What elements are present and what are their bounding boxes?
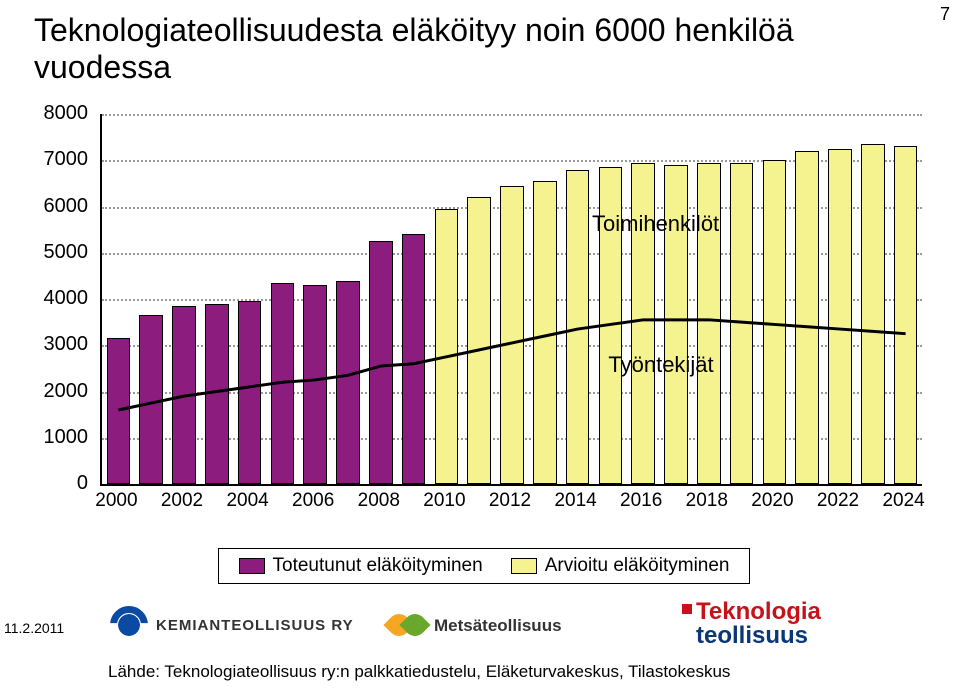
y-tick-label: 8000 xyxy=(34,102,88,125)
logo-kemianteollisuus: KEMIANTEOLLISUUS RY xyxy=(110,606,354,644)
y-axis: 010002000300040005000600070008000 xyxy=(34,106,94,520)
x-tick-label: 2000 xyxy=(95,490,137,512)
kemian-logo-icon xyxy=(110,606,148,644)
x-tick-label: 2010 xyxy=(423,490,465,512)
y-tick-label: 7000 xyxy=(34,148,88,171)
logo-metsateollisuus: Metsäteollisuus xyxy=(386,606,562,646)
kemian-logo-text: KEMIANTEOLLISUUS RY xyxy=(156,617,354,634)
x-tick-label: 2022 xyxy=(817,490,859,512)
x-tick-label: 2020 xyxy=(751,490,793,512)
y-tick-label: 4000 xyxy=(34,287,88,310)
x-axis: 2000200220042006200820102012201420162018… xyxy=(100,490,920,512)
x-tick-label: 2018 xyxy=(686,490,728,512)
y-tick-label: 0 xyxy=(34,472,88,495)
footer-date: 11.2.2011 xyxy=(4,620,64,636)
line-layer xyxy=(102,114,922,484)
legend-swatch-icon xyxy=(511,558,537,574)
logo-teknologiateollisuus: Teknologia teollisuus xyxy=(680,600,960,648)
page-title: Teknologiateollisuudesta eläköityy noin … xyxy=(34,12,834,86)
y-tick-label: 5000 xyxy=(34,241,88,264)
teknologia-text-top: Teknologia xyxy=(696,600,821,624)
chart-annotation: Toimihenkilöt xyxy=(592,211,719,237)
plot-area xyxy=(100,114,922,486)
legend-label: Toteutunut eläköityminen xyxy=(273,555,483,577)
legend: Toteutunut eläköityminen Arvioitu eläköi… xyxy=(218,548,750,584)
chart-annotation: Työntekijät xyxy=(608,352,713,378)
x-tick-label: 2008 xyxy=(358,490,400,512)
legend-label: Arvioitu eläköityminen xyxy=(545,555,730,577)
legend-swatch-icon xyxy=(239,558,265,574)
legend-item-projected: Arvioitu eläköityminen xyxy=(511,555,730,577)
trend-line xyxy=(118,320,905,410)
x-tick-label: 2014 xyxy=(554,490,596,512)
metsa-logo-icon xyxy=(386,606,426,646)
x-tick-label: 2012 xyxy=(489,490,531,512)
x-tick-label: 2024 xyxy=(882,490,924,512)
source-text: Lähde: Teknologiateollisuus ry:n palkkat… xyxy=(108,662,730,682)
y-tick-label: 1000 xyxy=(34,426,88,449)
x-tick-label: 2002 xyxy=(161,490,203,512)
y-tick-label: 2000 xyxy=(34,380,88,403)
metsa-logo-text: Metsäteollisuus xyxy=(434,616,562,636)
teknologia-text-bottom: teollisuus xyxy=(696,624,821,648)
teknologia-logo-icon xyxy=(682,604,692,614)
page-number: 7 xyxy=(940,4,950,25)
x-tick-label: 2006 xyxy=(292,490,334,512)
x-tick-label: 2016 xyxy=(620,490,662,512)
legend-item-actual: Toteutunut eläköityminen xyxy=(239,555,483,577)
y-tick-label: 6000 xyxy=(34,195,88,218)
chart: 010002000300040005000600070008000 200020… xyxy=(34,106,926,520)
x-tick-label: 2004 xyxy=(226,490,268,512)
y-tick-label: 3000 xyxy=(34,333,88,356)
